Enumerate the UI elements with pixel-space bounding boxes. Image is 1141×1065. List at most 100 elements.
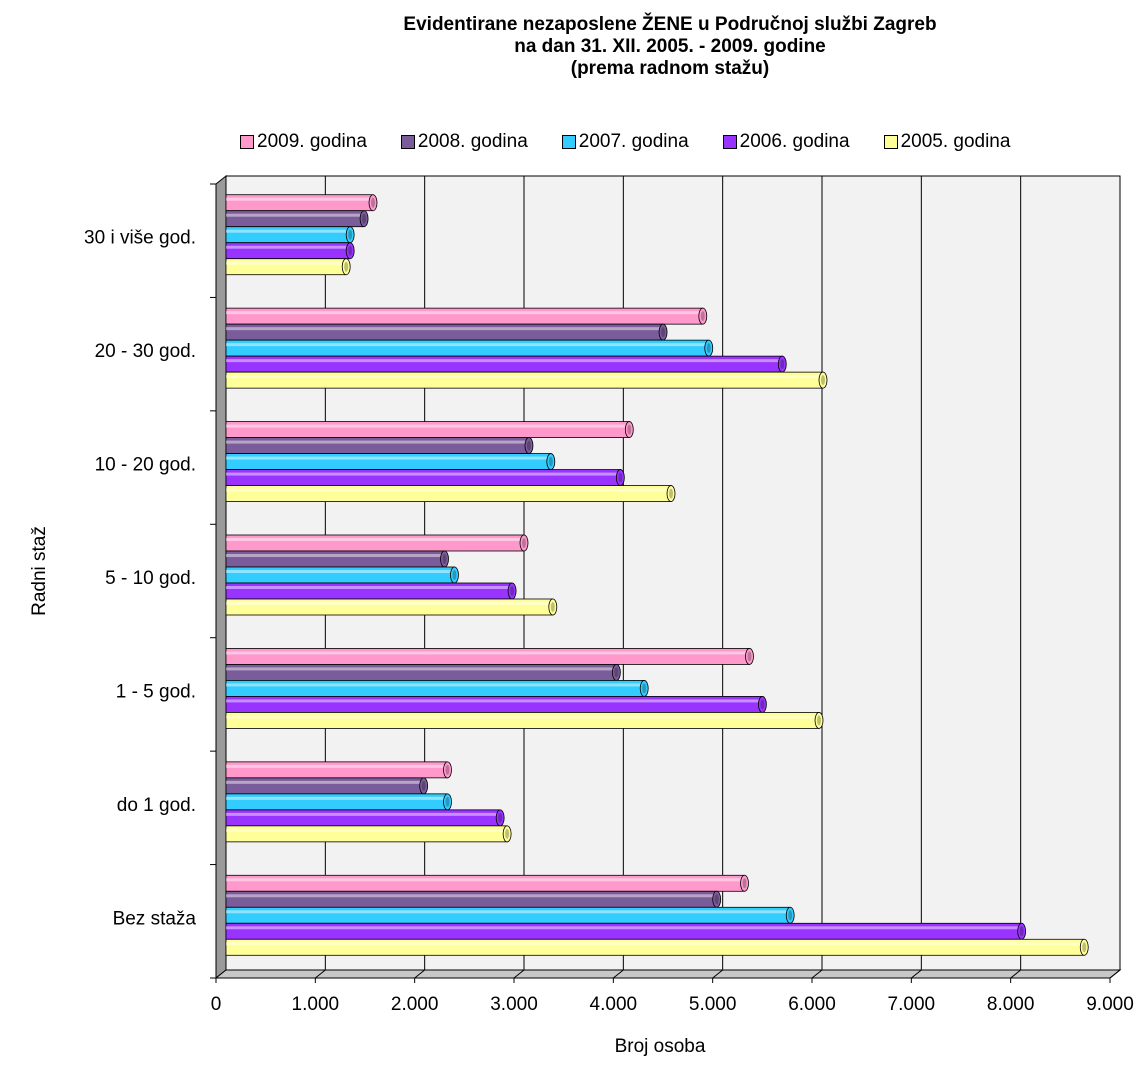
bar (225, 777, 425, 795)
bar (225, 648, 750, 665)
bar-cap-inner (780, 359, 785, 370)
bar-cap-inner (348, 245, 353, 256)
bar-highlight (226, 926, 1022, 930)
x-gridline-floor (513, 969, 525, 979)
bar-cap-inner (348, 229, 353, 240)
bar-highlight (226, 261, 347, 265)
bar-highlight (226, 343, 709, 347)
bar-highlight (226, 942, 1085, 946)
legend-item: 2009. godina (240, 128, 367, 156)
bar-highlight (226, 910, 791, 914)
bar-cap (341, 258, 351, 276)
x-tick-label: 6.000 (788, 994, 836, 1015)
bar-cap (502, 825, 512, 843)
plot-side-wall (215, 174, 227, 980)
bar-cap-inner (817, 715, 822, 726)
x-gridline-floor (911, 969, 922, 979)
legend-item: 2005. godina (883, 128, 1010, 156)
bar-cap-inner (498, 812, 503, 823)
bar-cap-inner (1082, 942, 1087, 953)
bar-highlight (226, 699, 763, 703)
legend-item: 2008. godina (400, 128, 528, 156)
bar-cap-inner (661, 327, 666, 338)
chart-title-line-3: (prema radnom stažu) (570, 58, 770, 79)
chart-title: Evidentirane nezaposlene ŽENE u Područno… (200, 14, 1140, 80)
bar-cap (698, 307, 708, 325)
y-tick-label: 10 - 20 god. (95, 455, 196, 476)
bar-cap-inner (1019, 926, 1024, 937)
bar (225, 712, 820, 729)
bar (225, 534, 525, 552)
bar-highlight (226, 651, 750, 655)
y-tick-label: 20 - 30 god. (95, 341, 196, 362)
bar (225, 566, 455, 584)
x-tick-label: 1.000 (292, 994, 340, 1015)
y-axis-title: Radni staž (29, 526, 50, 616)
bar-highlight (226, 796, 448, 800)
bar-cap-inner (362, 213, 367, 224)
x-tick-label: 2.000 (391, 994, 439, 1015)
bar (225, 696, 763, 713)
bar-highlight (226, 472, 621, 476)
x-tick-label: 8.000 (987, 994, 1035, 1015)
bar-highlight (226, 327, 664, 331)
bar-cap-inner (442, 554, 447, 564)
bar (225, 469, 621, 486)
bar-cap (359, 210, 369, 228)
bar-cap-inner (344, 261, 349, 272)
bar-highlight (226, 456, 551, 460)
x-tick-label: 9.000 (1086, 994, 1134, 1015)
bar-highlight (226, 440, 529, 444)
bar-cap (443, 761, 452, 779)
bar (225, 809, 501, 827)
bar (225, 194, 374, 212)
bar (225, 938, 1085, 956)
legend-item: 2006. godina (722, 128, 850, 156)
bar (225, 210, 365, 228)
legend-item: 2007. godina (561, 128, 689, 156)
bar-highlight (226, 878, 745, 882)
bar-highlight (226, 828, 508, 832)
bar-cap (745, 648, 754, 665)
bar-cap-inner (421, 780, 426, 791)
bar-highlight (226, 229, 351, 233)
bar-cap-inner (526, 440, 531, 451)
bar-cap-inner (706, 343, 711, 354)
legend-swatch (883, 135, 898, 149)
bar (225, 226, 351, 244)
bar-highlight (226, 538, 524, 541)
x-tick-label: 4.000 (590, 994, 638, 1015)
bar-cap (368, 194, 378, 212)
bar-highlight (226, 764, 448, 768)
bar-cap (548, 598, 558, 616)
x-tick-label: 5.000 (689, 994, 737, 1015)
legend-swatch (722, 135, 737, 149)
bar-cap (345, 242, 355, 260)
chart-title-line-1: Evidentirane nezaposlene ŽENE u Područno… (403, 14, 937, 35)
bar-highlight (226, 359, 783, 363)
bar-cap-inner (445, 764, 450, 775)
bar-highlight (226, 715, 820, 719)
bar (225, 761, 448, 779)
bar-highlight (226, 488, 672, 492)
bar (225, 582, 513, 600)
bar-cap-inner (700, 311, 705, 322)
bar-cap-inner (522, 538, 526, 548)
bar (225, 453, 552, 470)
bar-cap-inner (747, 651, 752, 662)
bar-cap-inner (760, 699, 765, 710)
bar-cap-inner (627, 424, 632, 435)
legend-label: 2008. godina (417, 131, 528, 152)
bar-cap-inner (550, 602, 555, 612)
bar-highlight (226, 667, 617, 671)
legend-label: 2006. godina (739, 131, 850, 152)
plot-floor (214, 969, 1122, 979)
chart-title-line-2: na dan 31. XII. 2005. - 2009. godine (514, 36, 826, 57)
x-gridline-floor (1010, 969, 1021, 979)
bar (225, 437, 530, 454)
bar-highlight (226, 586, 513, 589)
x-gridline-floor (1109, 969, 1121, 979)
x-tick-label: 3.000 (490, 994, 538, 1015)
bar-highlight (226, 570, 455, 573)
